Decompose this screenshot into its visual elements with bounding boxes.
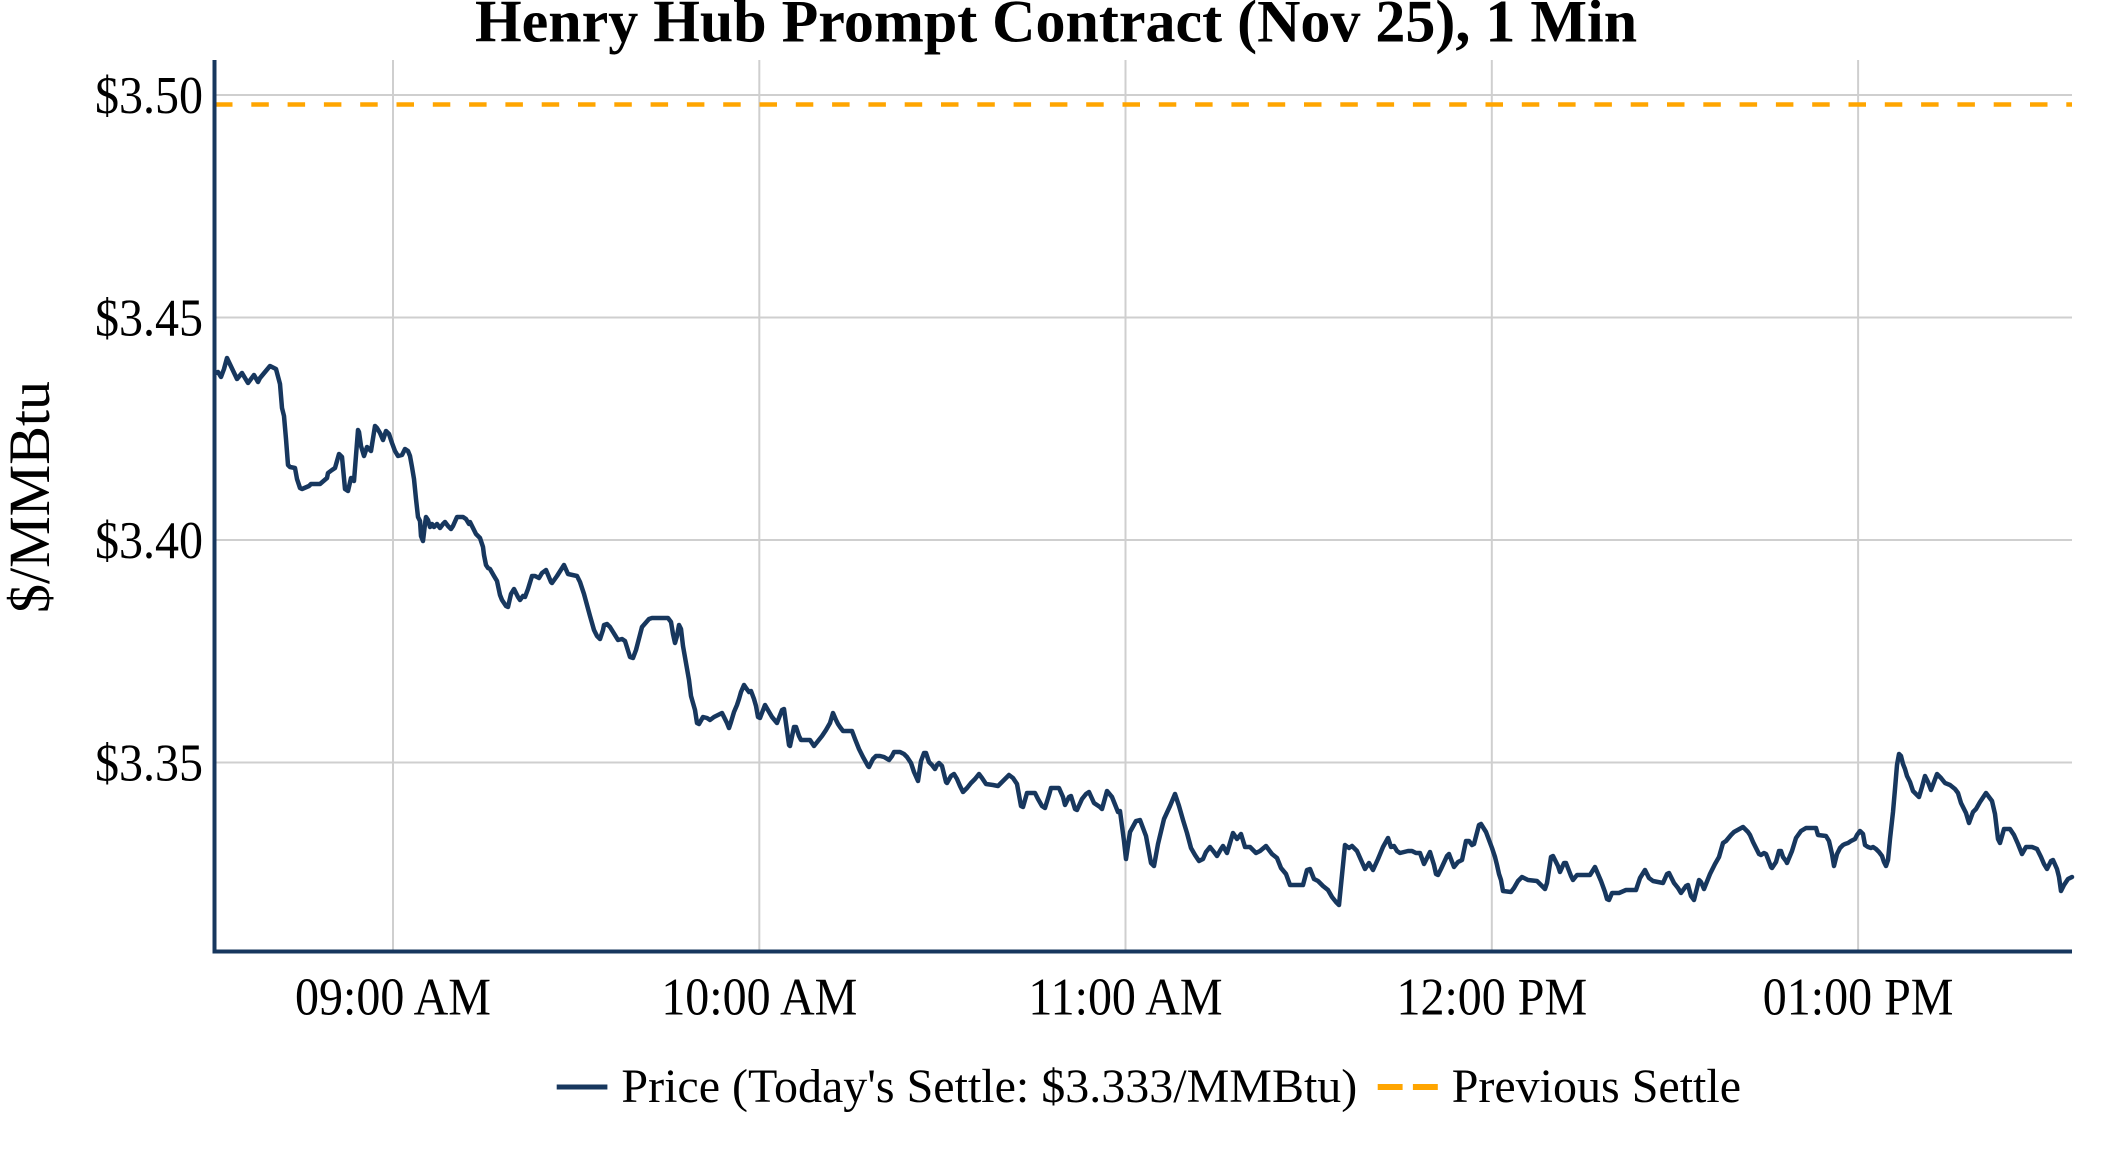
- svg-text:$3.45: $3.45: [95, 288, 203, 347]
- svg-text:09:00 AM: 09:00 AM: [295, 967, 491, 1026]
- svg-text:$3.40: $3.40: [95, 511, 203, 570]
- svg-text:$3.35: $3.35: [95, 733, 203, 792]
- svg-text:Henry Hub Prompt Contract (Nov: Henry Hub Prompt Contract (Nov 25), 1 Mi…: [475, 0, 1637, 55]
- svg-text:12:00 PM: 12:00 PM: [1396, 967, 1587, 1026]
- svg-text:Previous Settle: Previous Settle: [1452, 1060, 1741, 1113]
- svg-text:01:00 PM: 01:00 PM: [1763, 967, 1954, 1026]
- svg-text:$3.50: $3.50: [95, 66, 203, 125]
- svg-text:10:00 AM: 10:00 AM: [661, 967, 857, 1026]
- svg-text:11:00 AM: 11:00 AM: [1028, 967, 1222, 1026]
- svg-text:Price (Today's Settle: $3.333/: Price (Today's Settle: $3.333/MMBtu): [621, 1060, 1357, 1113]
- svg-text:$/MMBtu: $/MMBtu: [0, 381, 62, 613]
